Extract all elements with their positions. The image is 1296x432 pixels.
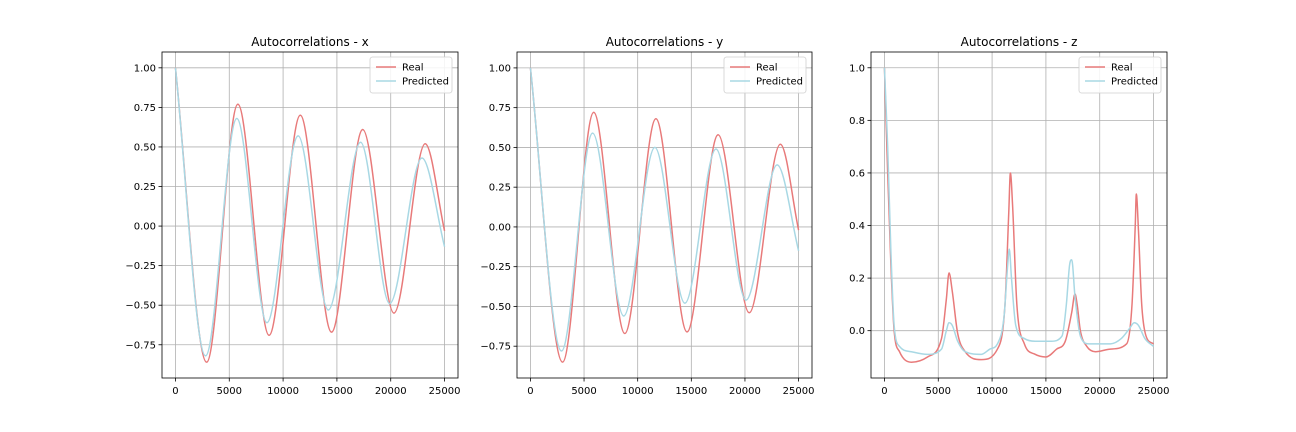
x-tick-label: 10000	[976, 386, 1008, 397]
y-tick-label: 0.4	[849, 221, 865, 232]
x-tick-label: 15000	[321, 386, 353, 397]
y-tick-label: 0.00	[134, 222, 156, 233]
y-tick-label: 0.25	[489, 183, 511, 194]
x-tick-label: 0	[881, 386, 887, 397]
x-tick-label: 20000	[1084, 386, 1116, 397]
series-line-real	[529, 67, 800, 363]
y-tick-label: −0.75	[480, 342, 511, 353]
y-tick-label: 0.75	[489, 103, 511, 114]
x-tick-label: 20000	[375, 386, 407, 397]
series-line-predicted	[529, 67, 800, 352]
legend-box	[723, 56, 807, 94]
x-tick-label: 25000	[1138, 386, 1170, 397]
series-line-predicted	[174, 67, 446, 357]
legend-label-predicted: Predicted	[1111, 77, 1158, 88]
x-tick-label: 5000	[926, 386, 951, 397]
y-tick-label: −0.50	[125, 301, 156, 312]
plot-area	[517, 52, 812, 378]
x-tick-label: 0	[172, 386, 178, 397]
x-tick-label: 0	[527, 386, 533, 397]
y-tick-label: −0.50	[480, 302, 511, 313]
legend-label-real: Real	[402, 63, 424, 74]
y-tick-label: 0.50	[134, 142, 156, 153]
y-tick-label: 0.2	[849, 274, 865, 285]
y-tick-label: 0.6	[849, 168, 865, 179]
legend-label-real: Real	[756, 63, 778, 74]
x-tick-label: 25000	[783, 386, 815, 397]
x-tick-label: 25000	[429, 386, 461, 397]
axes-frame	[516, 51, 813, 379]
y-tick-label: 1.00	[134, 63, 156, 74]
x-tick-label: 15000	[675, 386, 707, 397]
x-tick-label: 5000	[217, 386, 242, 397]
y-tick-label: −0.75	[125, 340, 156, 351]
series-line-real	[174, 67, 446, 363]
y-tick-label: 0.8	[849, 116, 865, 127]
chart-panel-3: 0 5000 10000 15000 20000 25000 0.0 0.2 0.4 0.6 0.8…	[849, 35, 1169, 397]
series-line-predicted	[883, 67, 1155, 356]
chart-panel-1: 0 5000 10000 15000 20000 25000 −0.75 −0.50 −0.25…	[125, 35, 460, 397]
legend: Real Predicted	[369, 56, 453, 94]
y-tick-label: 0.25	[134, 182, 156, 193]
series-line-real	[883, 67, 1155, 363]
x-tick-label: 15000	[1030, 386, 1062, 397]
y-tick-label: 0.00	[489, 222, 511, 233]
y-tick-label: 0.75	[134, 103, 156, 114]
x-tick-label: 20000	[729, 386, 761, 397]
x-tick-label: 5000	[571, 386, 596, 397]
y-tick-label: 0.0	[849, 326, 865, 337]
y-tick-label: 0.50	[489, 143, 511, 154]
axes-frame	[161, 51, 459, 379]
plot-area	[162, 52, 458, 378]
chart-title: Autocorrelations - y	[606, 35, 724, 49]
legend: Real Predicted	[1078, 56, 1162, 94]
legend: Real Predicted	[723, 56, 807, 94]
y-tick-label: 1.0	[849, 63, 865, 74]
y-tick-label: 1.00	[489, 63, 511, 74]
y-tick-label: −0.25	[480, 262, 511, 273]
chart-panel-2: 0 5000 10000 15000 20000 25000 −0.75 −0.50 −0.25…	[480, 35, 814, 397]
legend-label-predicted: Predicted	[756, 77, 803, 88]
legend-box	[1078, 56, 1162, 94]
axes-frame	[870, 51, 1168, 379]
legend-label-predicted: Predicted	[402, 77, 449, 88]
legend-box	[369, 56, 453, 94]
x-tick-label: 10000	[267, 386, 299, 397]
chart-title: Autocorrelations - x	[251, 35, 369, 49]
chart-title: Autocorrelations - z	[961, 35, 1078, 49]
y-tick-label: −0.25	[125, 261, 156, 272]
legend-label-real: Real	[1111, 63, 1133, 74]
x-tick-label: 10000	[622, 386, 654, 397]
